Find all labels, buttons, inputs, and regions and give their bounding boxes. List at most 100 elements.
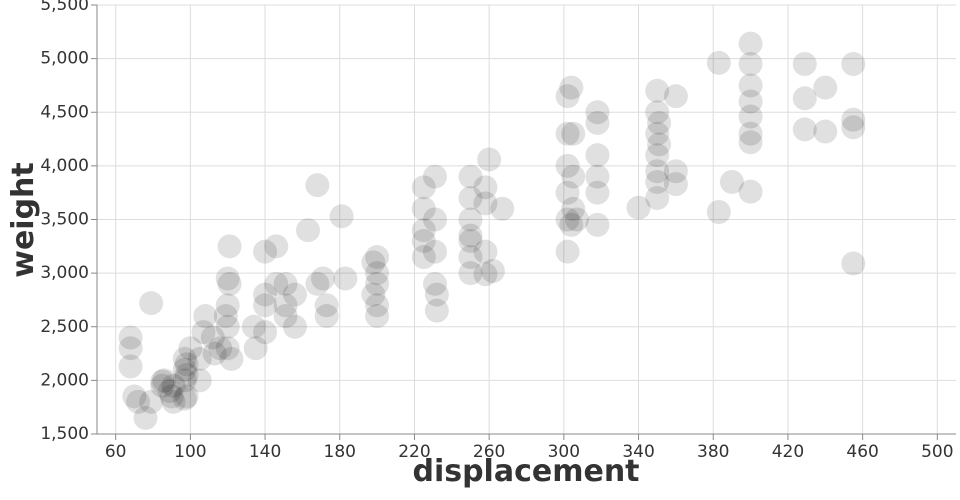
point — [200, 325, 225, 350]
point — [208, 336, 233, 361]
point — [841, 251, 866, 276]
point — [411, 175, 436, 200]
x-tick-label: 420 — [772, 442, 804, 462]
point — [219, 346, 244, 371]
point — [458, 261, 483, 286]
point — [647, 132, 672, 157]
point — [150, 369, 175, 394]
y-tick-label: 5,500 — [40, 0, 89, 15]
point — [458, 245, 483, 270]
point — [310, 266, 335, 291]
point — [555, 180, 580, 205]
point — [738, 121, 763, 146]
point — [738, 130, 763, 155]
point — [645, 78, 670, 103]
point — [706, 50, 731, 75]
point — [126, 389, 151, 414]
point — [365, 271, 390, 296]
point — [458, 207, 483, 232]
point — [172, 346, 197, 371]
point — [365, 245, 390, 270]
point — [645, 159, 670, 184]
x-tick-label: 100 — [174, 442, 206, 462]
point — [161, 389, 186, 414]
point — [458, 164, 483, 189]
point — [792, 86, 817, 111]
y-tick-label: 1,500 — [40, 424, 89, 444]
point — [253, 320, 278, 345]
point — [719, 169, 744, 194]
point — [191, 320, 216, 345]
x-tick-label: 180 — [324, 442, 356, 462]
point — [473, 239, 498, 264]
x-tick-label: 260 — [473, 442, 505, 462]
point — [792, 117, 817, 142]
x-axis-title: displacement — [412, 454, 639, 489]
point — [422, 164, 447, 189]
y-tick-label: 4,500 — [40, 102, 89, 122]
point — [273, 271, 298, 296]
point — [333, 266, 358, 291]
point — [813, 75, 838, 100]
point — [555, 207, 580, 232]
point — [422, 271, 447, 296]
point — [273, 293, 298, 318]
point — [215, 266, 240, 291]
point — [422, 207, 447, 232]
point — [841, 51, 866, 76]
point — [564, 207, 589, 232]
point — [187, 346, 212, 371]
point — [424, 282, 449, 307]
point — [361, 250, 386, 275]
point — [157, 379, 182, 404]
point — [647, 110, 672, 135]
point — [477, 147, 502, 172]
point — [139, 389, 164, 414]
point — [585, 100, 610, 125]
point — [585, 143, 610, 168]
point — [561, 196, 586, 221]
point — [555, 153, 580, 178]
point — [139, 291, 164, 316]
point — [161, 373, 186, 398]
point — [172, 368, 197, 393]
point — [663, 84, 688, 109]
point — [118, 336, 143, 361]
point — [174, 384, 199, 409]
point — [561, 121, 586, 146]
point — [663, 159, 688, 184]
point — [253, 293, 278, 318]
point — [738, 179, 763, 204]
point — [411, 245, 436, 270]
point — [473, 262, 498, 287]
point — [458, 186, 483, 211]
y-tick-label: 4,000 — [40, 156, 89, 176]
point — [458, 228, 483, 253]
point — [738, 89, 763, 114]
point — [174, 363, 199, 388]
point — [217, 234, 242, 259]
point — [215, 314, 240, 339]
point — [172, 357, 197, 382]
point — [480, 258, 505, 283]
point — [473, 175, 498, 200]
y-axis-title: weight — [6, 162, 41, 278]
point — [645, 143, 670, 168]
point — [361, 282, 386, 307]
point — [365, 304, 390, 329]
point — [314, 293, 339, 318]
point — [282, 314, 307, 339]
point — [555, 84, 580, 109]
x-tick-label: 140 — [249, 442, 281, 462]
x-tick-label: 60 — [105, 442, 127, 462]
point — [193, 304, 218, 329]
point — [202, 341, 227, 366]
point — [841, 107, 866, 132]
point — [213, 304, 238, 329]
point — [585, 212, 610, 237]
point — [645, 186, 670, 211]
point — [118, 325, 143, 350]
point — [422, 239, 447, 264]
point — [365, 261, 390, 286]
point — [172, 386, 197, 411]
